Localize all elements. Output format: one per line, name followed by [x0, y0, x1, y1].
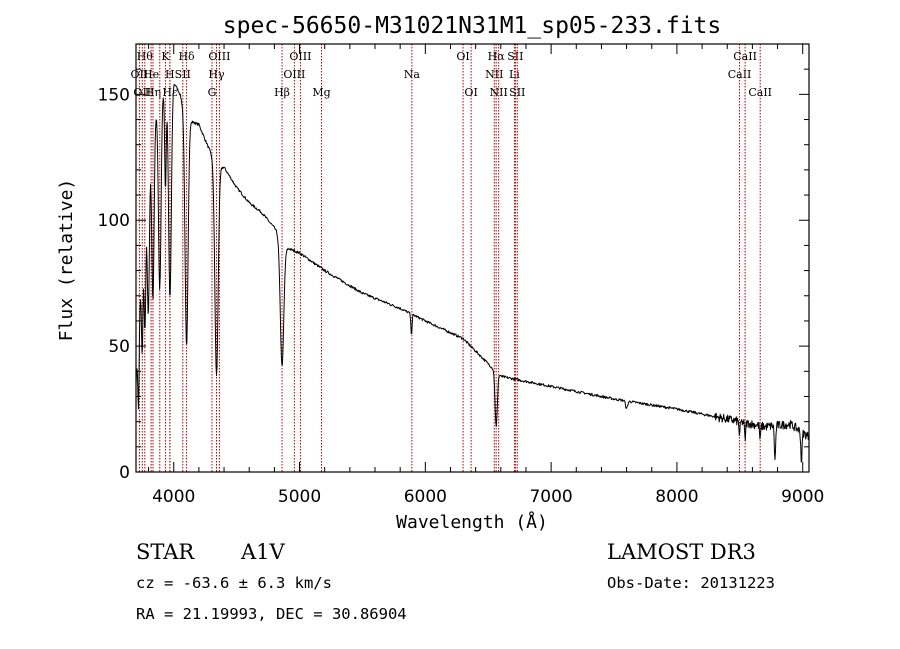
axis-ticks: [136, 44, 809, 473]
line-marker-label: OIII: [289, 50, 311, 63]
x-tick-label: 7000: [529, 487, 572, 507]
line-marker-label: OIII: [208, 50, 230, 63]
line-marker-label: SII: [507, 50, 523, 63]
chart-title: spec-56650-M31021N31M1_sp05-233.fits: [223, 13, 722, 39]
redshift-text: cz = -63.6 ± 6.3 km/s: [136, 574, 332, 592]
line-marker-label: OI: [464, 86, 477, 99]
object-class: STAR: [136, 540, 195, 564]
axis-tick-labels: 4000 5000 6000 7000 8000 9000 0 50 100 150: [98, 85, 825, 507]
line-marker-label: CaII: [733, 50, 757, 63]
line-marker-label: Na: [404, 68, 421, 81]
line-marker-label: Hβ: [274, 86, 290, 99]
line-marker-label: Li: [509, 68, 520, 81]
line-marker-label: CaII: [728, 68, 752, 81]
line-marker-label: Hγ: [208, 68, 225, 81]
line-marker-label: He: [143, 68, 159, 81]
x-tick-label: 5000: [278, 487, 321, 507]
line-marker-label: NII: [490, 86, 508, 99]
object-subclass: A1V: [240, 540, 286, 564]
line-marker-label: G: [208, 86, 217, 99]
plot-frame: [135, 43, 810, 473]
line-marker-label: Hη: [145, 86, 161, 99]
line-marker-label: Hα: [488, 50, 506, 63]
x-tick-label: 9000: [781, 487, 824, 507]
x-axis-label: Wavelength (Å): [396, 511, 548, 533]
x-tick-label: 4000: [152, 487, 195, 507]
x-tick-label: 6000: [404, 487, 447, 507]
line-marker-label: OIII: [283, 68, 305, 81]
x-tick-label: 8000: [655, 487, 698, 507]
y-tick-label: 100: [98, 211, 130, 231]
survey-name: LAMOST DR3: [607, 540, 756, 564]
coords-text: RA = 21.19993, DEC = 30.86904: [136, 605, 407, 623]
spectrum-line: [135, 83, 810, 463]
y-tick-label: 0: [119, 463, 130, 483]
y-tick-label: 150: [98, 85, 130, 105]
y-tick-label: 50: [108, 337, 130, 357]
line-marker-label: Mg: [312, 86, 330, 99]
line-marker-label: OII: [131, 68, 149, 81]
line-marker-label: OII: [133, 86, 151, 99]
line-marker-label: OI: [456, 50, 469, 63]
line-marker-label: SII: [175, 68, 191, 81]
line-marker-label: NII: [485, 68, 503, 81]
line-marker-label: SII: [509, 86, 525, 99]
line-marker-label: K: [161, 50, 170, 63]
line-marker-label: Hε: [162, 86, 178, 99]
line-marker-label: CaII: [748, 86, 772, 99]
line-marker-label: Hδ: [178, 50, 195, 63]
obs-date-text: Obs-Date: 20131223: [607, 574, 775, 592]
line-markers: OIIOIIHθHeHηKHHεSIIHδGHγOIIIHβOIIIOIIIMg…: [131, 44, 772, 472]
line-marker-label: Hθ: [137, 50, 154, 63]
y-axis-label: Flux (relative): [56, 179, 77, 342]
